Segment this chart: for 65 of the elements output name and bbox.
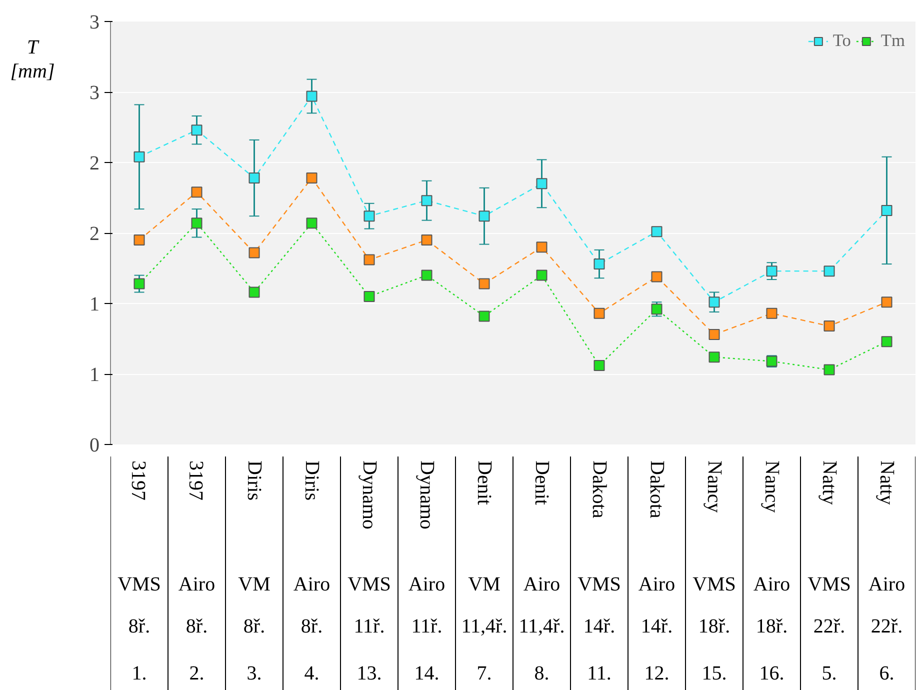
- point: [824, 266, 835, 277]
- point: [248, 172, 260, 184]
- category-label: Natty Airo 22ř. 6.: [868, 460, 906, 684]
- point: [306, 218, 318, 229]
- point: [594, 308, 605, 319]
- point: [651, 226, 662, 238]
- point: [421, 234, 432, 246]
- category-label: Dynamo VMS 11ř. 13.: [348, 460, 391, 684]
- y-tick-label: 2: [90, 152, 100, 174]
- category-label: Diris Airo 8ř. 4.: [293, 460, 330, 684]
- point: [651, 271, 662, 282]
- y-tick-label: 3: [90, 82, 100, 104]
- point: [248, 286, 260, 298]
- point: [708, 296, 720, 308]
- point: [191, 124, 202, 136]
- point: [306, 172, 318, 184]
- point: [364, 290, 375, 302]
- point: [708, 352, 720, 363]
- point: [134, 151, 145, 162]
- point: [594, 258, 605, 270]
- point: [134, 234, 145, 246]
- category-label: 3197 VMS 8ř. 1.: [118, 460, 161, 684]
- point: [824, 320, 835, 332]
- y-tick-label: 1: [90, 364, 100, 386]
- category-label: Diris VM 8ř. 3.: [238, 460, 270, 684]
- point: [708, 329, 720, 340]
- point: [478, 278, 490, 290]
- point: [536, 270, 548, 281]
- point: [306, 90, 318, 102]
- point: [536, 242, 548, 253]
- point: [766, 308, 778, 319]
- y-tick-label: 0: [90, 434, 100, 456]
- category-label: Denit VM 11,4ř. 7.: [461, 460, 508, 684]
- point: [421, 270, 432, 281]
- point: [478, 210, 490, 222]
- point: [536, 178, 548, 190]
- category-label: Dynamo Airo 11ř. 14.: [408, 460, 446, 684]
- point: [478, 310, 490, 322]
- category-label: Denit Airo 11,4ř. 8.: [518, 460, 565, 684]
- point: [766, 266, 778, 277]
- category-label: 3197 Airo 8ř. 2.: [178, 460, 216, 684]
- point: [421, 195, 432, 206]
- category-label: Dakota Airo 14ř. 12.: [638, 460, 676, 684]
- category-label: Nancy VMS 18ř. 15.: [692, 460, 736, 684]
- y-tick-label: 3: [90, 12, 100, 34]
- point: [191, 218, 202, 229]
- legend-label: Tm: [880, 31, 905, 51]
- point: [134, 278, 145, 290]
- point: [824, 364, 835, 376]
- point: [881, 204, 892, 216]
- point: [248, 247, 260, 258]
- legend-label: To: [832, 31, 852, 51]
- point: [651, 304, 662, 315]
- point: [364, 254, 375, 266]
- category-label: Natty VMS 22ř. 5.: [808, 460, 851, 684]
- point: [881, 336, 892, 348]
- y-tick-label: 2: [90, 223, 100, 245]
- point: [364, 210, 375, 222]
- point: [191, 186, 202, 198]
- y-tick-label: 1: [90, 294, 100, 316]
- category-label: Dakota VMS 14ř. 11.: [578, 460, 621, 684]
- point: [881, 296, 892, 308]
- point: [594, 360, 605, 372]
- category-label: Nancy Airo 18ř. 16.: [753, 460, 790, 684]
- y-axis-title: T [mm]: [10, 36, 55, 82]
